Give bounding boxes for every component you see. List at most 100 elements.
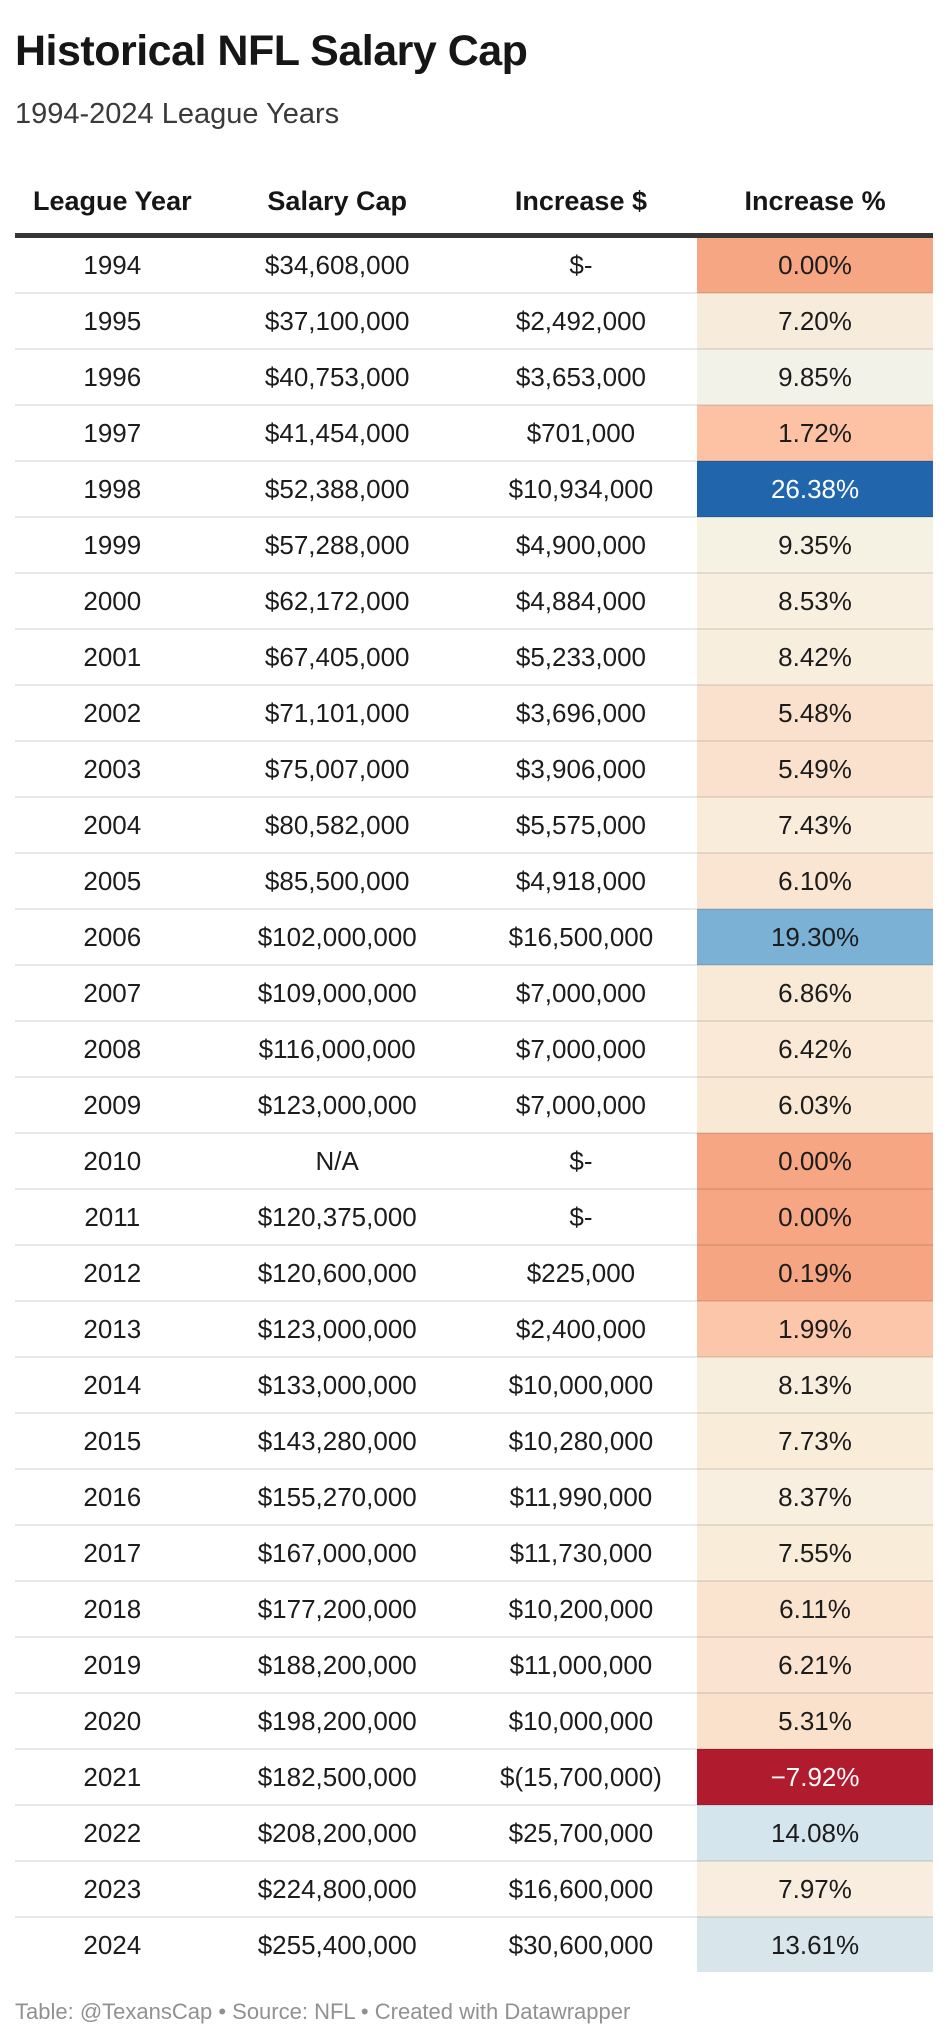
cell-increase-dollars: $3,696,000 <box>464 684 698 741</box>
cell-increase-percent: 0.00% <box>697 235 933 293</box>
cell-league-year: 2021 <box>15 1748 210 1805</box>
cell-increase-percent: 0.00% <box>697 1132 933 1189</box>
cell-increase-dollars: $10,000,000 <box>464 1692 698 1749</box>
cell-increase-dollars: $7,000,000 <box>464 964 698 1021</box>
cell-salary-cap: $177,200,000 <box>209 1580 465 1637</box>
table-row: 2014 $133,000,000 $10,000,000 8.13% <box>15 1356 933 1413</box>
cell-salary-cap: $143,280,000 <box>209 1412 465 1469</box>
cell-salary-cap: $188,200,000 <box>209 1636 465 1693</box>
table-row: 1997 $41,454,000 $701,000 1.72% <box>15 404 933 461</box>
column-header-increase-percent: Increase % <box>697 178 933 238</box>
cell-salary-cap: $123,000,000 <box>209 1076 465 1133</box>
cell-increase-dollars: $2,492,000 <box>464 292 698 349</box>
cell-increase-dollars: $701,000 <box>464 404 698 461</box>
cell-salary-cap: $85,500,000 <box>209 852 465 909</box>
cell-increase-dollars: $5,575,000 <box>464 796 698 853</box>
cell-league-year: 2006 <box>15 908 210 965</box>
table-row: 1995 $37,100,000 $2,492,000 7.20% <box>15 292 933 349</box>
cell-league-year: 2007 <box>15 964 210 1021</box>
cell-increase-percent: 6.86% <box>697 964 933 1021</box>
cell-increase-dollars: $30,600,000 <box>464 1916 698 1972</box>
cell-increase-dollars: $- <box>464 1132 698 1189</box>
cell-league-year: 2000 <box>15 572 210 629</box>
table-row: 2013 $123,000,000 $2,400,000 1.99% <box>15 1300 933 1357</box>
cell-league-year: 2018 <box>15 1580 210 1637</box>
cell-league-year: 2020 <box>15 1692 210 1749</box>
cell-increase-percent: 7.20% <box>697 292 933 349</box>
cell-increase-percent: 7.43% <box>697 796 933 853</box>
cell-increase-percent: 7.73% <box>697 1412 933 1469</box>
table-row: 2022 $208,200,000 $25,700,000 14.08% <box>15 1804 933 1861</box>
cell-increase-dollars: $11,730,000 <box>464 1524 698 1581</box>
cell-salary-cap: $71,101,000 <box>209 684 465 741</box>
cell-salary-cap: $224,800,000 <box>209 1860 465 1917</box>
table-body: 1994 $34,608,000 $- 0.00% 1995 $37,100,000 $2,… <box>15 235 933 1972</box>
cell-increase-dollars: $25,700,000 <box>464 1804 698 1861</box>
table-row: 2003 $75,007,000 $3,906,000 5.49% <box>15 740 933 797</box>
table-row: 2005 $85,500,000 $4,918,000 6.10% <box>15 852 933 909</box>
table-row: 1996 $40,753,000 $3,653,000 9.85% <box>15 348 933 405</box>
table-row: 2017 $167,000,000 $11,730,000 7.55% <box>15 1524 933 1581</box>
cell-increase-dollars: $11,000,000 <box>464 1636 698 1693</box>
table-row: 2021 $182,500,000 $(15,700,000) −7.92% <box>15 1748 933 1805</box>
cell-league-year: 2014 <box>15 1356 210 1413</box>
cell-salary-cap: $109,000,000 <box>209 964 465 1021</box>
cell-salary-cap: $80,582,000 <box>209 796 465 853</box>
cell-salary-cap: $62,172,000 <box>209 572 465 629</box>
column-header-league-year: League Year <box>15 178 210 238</box>
cell-league-year: 2010 <box>15 1132 210 1189</box>
cell-increase-dollars: $4,918,000 <box>464 852 698 909</box>
cell-increase-dollars: $11,990,000 <box>464 1468 698 1525</box>
cell-league-year: 2011 <box>15 1188 210 1245</box>
cell-increase-percent: 13.61% <box>697 1916 933 1972</box>
cell-league-year: 1998 <box>15 460 210 517</box>
table-row: 2019 $188,200,000 $11,000,000 6.21% <box>15 1636 933 1693</box>
cell-increase-percent: 6.03% <box>697 1076 933 1133</box>
table-row: 2010 N/A $- 0.00% <box>15 1132 933 1189</box>
cell-salary-cap: $167,000,000 <box>209 1524 465 1581</box>
cell-league-year: 2004 <box>15 796 210 853</box>
cell-salary-cap: $120,600,000 <box>209 1244 465 1301</box>
cell-salary-cap: $133,000,000 <box>209 1356 465 1413</box>
cell-league-year: 1994 <box>83 249 142 280</box>
table-header: League Year Salary Cap Increase $ Increa… <box>15 178 933 238</box>
cell-increase-percent: 0.00% <box>697 1188 933 1245</box>
table-row: 2012 $120,600,000 $225,000 0.19% <box>15 1244 933 1301</box>
cell-league-year: 2003 <box>15 740 210 797</box>
cell-increase-dollars: $16,500,000 <box>464 908 698 965</box>
cell-league-year: 2016 <box>15 1468 210 1525</box>
cell-increase-dollars: $10,000,000 <box>464 1356 698 1413</box>
page-subtitle: 1994-2024 League Years <box>15 98 340 130</box>
cell-league-year: 2013 <box>15 1300 210 1357</box>
cell-league-year: 2023 <box>15 1860 210 1917</box>
cell-salary-cap: $40,753,000 <box>209 348 465 405</box>
cell-increase-dollars: $2,400,000 <box>464 1300 698 1357</box>
cell-increase-percent: 8.42% <box>697 628 933 685</box>
cell-increase-dollars: $5,233,000 <box>464 628 698 685</box>
cell-increase-percent: 5.49% <box>697 740 933 797</box>
cell-increase-percent: 1.72% <box>697 404 933 461</box>
table-row: 1998 $52,388,000 $10,934,000 26.38% <box>15 460 933 517</box>
table-row: 1994 $34,608,000 $- 0.00% <box>15 235 933 293</box>
cell-league-year: 2009 <box>15 1076 210 1133</box>
cell-salary-cap: $123,000,000 <box>209 1300 465 1357</box>
cell-league-year: 2012 <box>15 1244 210 1301</box>
cell-increase-dollars: $4,900,000 <box>464 516 698 573</box>
cell-salary-cap: $67,405,000 <box>209 628 465 685</box>
cell-increase-percent: 8.13% <box>697 1356 933 1413</box>
cell-salary-cap: $208,200,000 <box>209 1804 465 1861</box>
cell-increase-dollars: $(15,700,000) <box>464 1748 698 1805</box>
cell-league-year: 1997 <box>15 404 210 461</box>
table-row: 2020 $198,200,000 $10,000,000 5.31% <box>15 1692 933 1749</box>
cell-increase-percent: −7.92% <box>697 1748 933 1805</box>
column-header-increase-dollars: Increase $ <box>464 178 698 238</box>
cell-increase-percent: 9.85% <box>697 348 933 405</box>
cell-salary-cap: $182,500,000 <box>209 1748 465 1805</box>
cell-league-year: 2024 <box>15 1916 210 1972</box>
cell-increase-percent: 8.37% <box>697 1468 933 1525</box>
cell-increase-percent: 6.11% <box>697 1580 933 1637</box>
table-header-row: League Year Salary Cap Increase $ Increa… <box>15 178 933 238</box>
cell-league-year: 2022 <box>15 1804 210 1861</box>
table-row: 2004 $80,582,000 $5,575,000 7.43% <box>15 796 933 853</box>
table-row: 2009 $123,000,000 $7,000,000 6.03% <box>15 1076 933 1133</box>
